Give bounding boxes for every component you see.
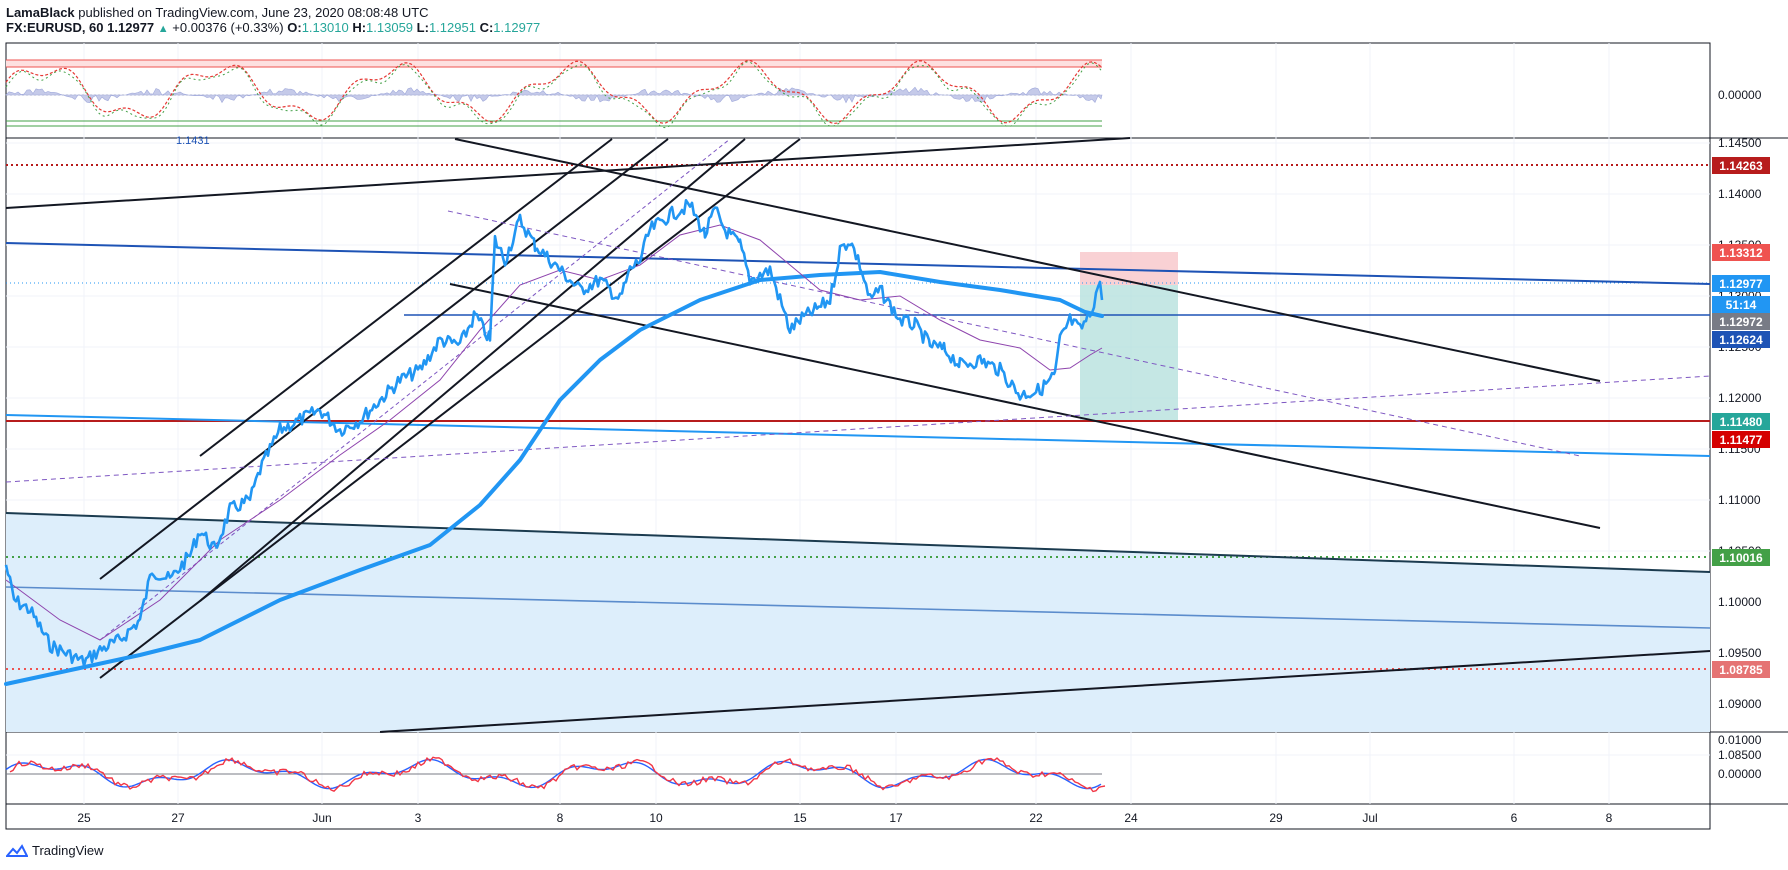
up-arrow-icon: ▲ (157, 23, 169, 35)
purple-dashed-descending[interactable] (447, 210, 1581, 457)
price-line[interactable] (4, 199, 1104, 668)
tradingview-logo-icon (6, 843, 28, 857)
time-tick-label: 6 (1511, 811, 1518, 825)
close-label: C: (479, 20, 494, 35)
publish-info: published on TradingView.com, June 23, 2… (78, 5, 429, 20)
time-tick-label: 8 (557, 811, 564, 825)
time-tick-label: Jul (1362, 811, 1377, 825)
zone-mid-line[interactable] (5, 586, 1711, 629)
pitch-line-2[interactable] (99, 138, 669, 580)
oscillator-main (5, 61, 1102, 129)
time-axis[interactable]: 25 27 Jun 3 8 10 15 17 22 24 29 Jul 6 8 (77, 811, 1612, 825)
purple-dashed-rising[interactable] (5, 375, 1711, 483)
brand-label: TradingView (32, 843, 104, 858)
time-tick-label: Jun (312, 811, 331, 825)
take-profit-zone[interactable] (1080, 285, 1178, 421)
price-tag-bg (1712, 157, 1770, 174)
channel-lower-line[interactable] (449, 283, 1601, 529)
price-tag: 1.11477 (1720, 433, 1763, 447)
time-tick-label: 17 (889, 811, 903, 825)
zone-upper-edge[interactable] (5, 512, 1711, 573)
price-tag: 1.12972 (1719, 315, 1763, 329)
price-tag-bg (1712, 413, 1770, 430)
symbol-legend: FX:EURUSD, 60 1.12977 ▲ +0.00376 (+0.33%… (6, 20, 540, 37)
time-tick-label: 10 (649, 811, 663, 825)
price-axis-tags: 1.14263 1.13312 1.12977 51:14 1.12972 1.12624… (1712, 157, 1770, 678)
price-tag-bg (1712, 331, 1770, 348)
pitch-line-1[interactable] (199, 138, 613, 457)
bottom-oscillator-panel: 0.01000 0.00000 (5, 733, 1762, 793)
tradingview-brand[interactable]: TradingView (6, 843, 104, 858)
price-tag-bg (1712, 296, 1770, 313)
price-tag-bg (1712, 431, 1770, 448)
open-value: 1.13010 (301, 20, 349, 35)
price-tag: 1.08785 (1719, 663, 1763, 677)
price-tag: 1.10016 (1719, 551, 1763, 565)
bottom-axis-label-2: 0.00000 (1718, 767, 1762, 781)
price-tick-label: 1.08500 (1718, 748, 1762, 762)
pitch-line-4[interactable] (199, 138, 746, 602)
high-label: H: (352, 20, 367, 35)
oscillator-signal (5, 59, 1102, 125)
price-tag: 1.12624 (1719, 333, 1763, 347)
time-tick-label: 8 (1606, 811, 1613, 825)
overbought-band (6, 60, 1102, 67)
price-tag-bg (1712, 244, 1770, 261)
symbol-label[interactable]: FX:EURUSD, 60 (6, 20, 104, 35)
price-tick-label: 1.09500 (1718, 646, 1762, 660)
lower-rising-trend-line[interactable] (379, 650, 1711, 733)
trend-line-light[interactable] (5, 414, 1711, 457)
price-tag-bg (1712, 549, 1770, 566)
publish-line: LamaBlack published on TradingView.com, … (6, 5, 429, 20)
close-value: 1.12977 (493, 20, 541, 35)
top-axis-label: 0.00000 (1718, 88, 1762, 102)
price-tag-bg (1712, 275, 1770, 292)
last-price: 1.12977 (107, 20, 155, 35)
time-tick-label: 3 (415, 811, 422, 825)
time-tick-label: 29 (1269, 811, 1283, 825)
price-tag: 1.13312 (1719, 246, 1763, 260)
moving-average-fast[interactable] (5, 224, 1103, 641)
price-tick-label: 1.14500 (1718, 136, 1762, 150)
bottom-axis-label-1: 0.01000 (1718, 733, 1762, 747)
pitch-median-line[interactable] (99, 138, 731, 641)
high-value: 1.13059 (366, 20, 414, 35)
time-tick-label: 22 (1029, 811, 1043, 825)
price-tag: 51:14 (1726, 298, 1757, 312)
time-tick-label: 15 (793, 811, 807, 825)
time-tick-label: 24 (1124, 811, 1138, 825)
price-change: +0.00376 (+0.33%) (172, 20, 284, 35)
price-tag-bg (1712, 313, 1770, 330)
time-tick-label: 25 (77, 811, 91, 825)
price-tag-bg (1712, 661, 1770, 678)
channel-upper-line[interactable] (454, 138, 1601, 382)
low-value: 1.12951 (428, 20, 476, 35)
top-panel-note: 1.1431 (176, 135, 210, 147)
price-tick-label: 1.12000 (1718, 391, 1762, 405)
price-tick-label: 1.11000 (1718, 493, 1761, 507)
top-oscillator-panel: 0.00000 1.1431 (5, 59, 1762, 147)
main-price-pane (4, 137, 1711, 733)
time-tick-label: 27 (171, 811, 185, 825)
price-tag: 1.12977 (1719, 277, 1763, 291)
signal-line (9, 756, 1106, 793)
price-tick-label: 1.10000 (1718, 595, 1762, 609)
low-label: L: (416, 20, 429, 35)
price-tick-label: 1.09000 (1718, 697, 1762, 711)
author-name[interactable]: LamaBlack (6, 5, 75, 20)
price-tick-label: 1.14000 (1718, 187, 1762, 201)
price-tag: 1.11480 (1720, 415, 1763, 429)
open-label: O: (287, 20, 302, 35)
moving-average-slow[interactable] (4, 270, 1104, 686)
oscillator-histogram (5, 86, 1103, 104)
price-tag: 1.14263 (1719, 159, 1763, 173)
